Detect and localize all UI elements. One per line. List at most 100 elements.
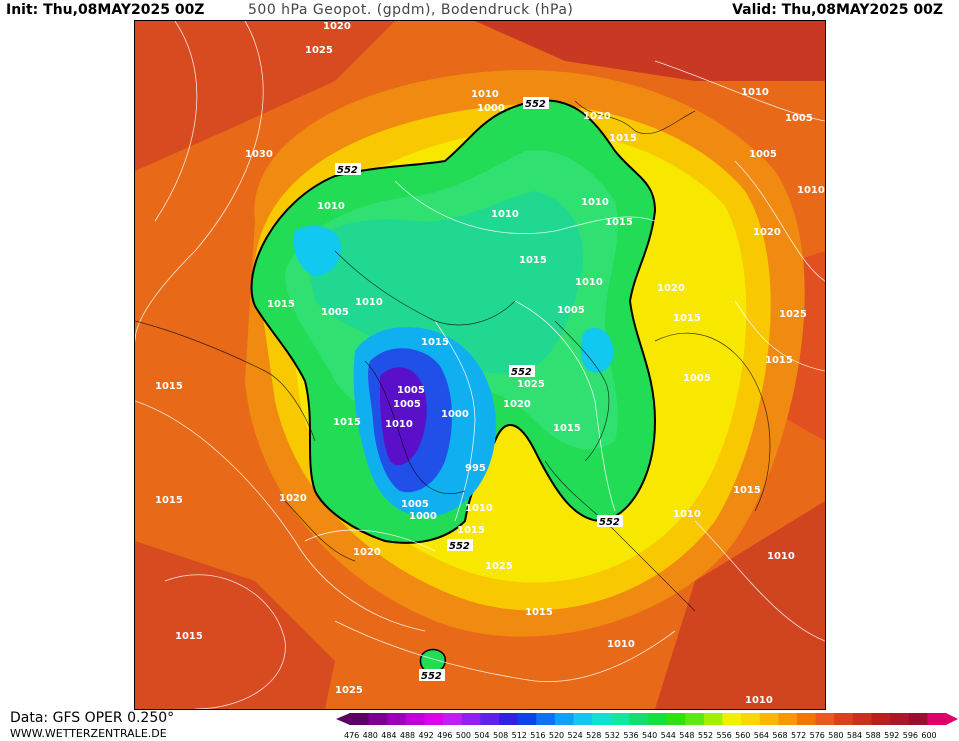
init-time: Init: Thu,08MAY2025 00Z: [6, 2, 205, 18]
isobar-label: 1020: [753, 227, 781, 238]
legend-tick-label: 504: [474, 731, 489, 740]
isobar-label: 1010: [465, 503, 493, 514]
isobar-label: 1015: [155, 381, 183, 392]
isobar-label: 1015: [733, 485, 761, 496]
legend-swatch: [480, 713, 500, 725]
isobar-label: 1010: [355, 297, 383, 308]
isobar-label: 1015: [605, 217, 633, 228]
warm-region-southwest: [135, 541, 335, 709]
isobar-label: 1005: [401, 499, 429, 510]
isobar-label: 1015: [553, 423, 581, 434]
isobar-label: 1005: [785, 113, 813, 124]
legend-tick-label: 512: [512, 731, 527, 740]
legend-swatch: [648, 713, 668, 725]
isobar-label: 1010: [491, 209, 519, 220]
legend-tick-label: 492: [419, 731, 434, 740]
legend-swatch: [722, 713, 742, 725]
isobar-label: 1020: [323, 21, 351, 32]
isobar-label: 1025: [305, 45, 333, 56]
legend-swatch: [536, 713, 556, 725]
contour-label: 552: [525, 99, 546, 110]
legend-tick-label: 576: [810, 731, 825, 740]
contour-label: 552: [511, 367, 532, 378]
isobar-label: 1005: [749, 149, 777, 160]
isobar-label: 1015: [609, 133, 637, 144]
legend-swatch: [871, 713, 891, 725]
isobar-label: 1015: [175, 631, 203, 642]
contour-552-labels: 552 552 552 552 552 552: [335, 97, 623, 682]
legend-swatch: [908, 713, 928, 725]
isobar-label: 1015: [421, 337, 449, 348]
isobar-label: 1015: [155, 495, 183, 506]
isobar-label: 1010: [607, 639, 635, 650]
isobar-label: 1025: [517, 379, 545, 390]
contour-label: 552: [449, 541, 470, 552]
legend-tick-label: 560: [735, 731, 750, 740]
legend-tick-label: 480: [363, 731, 378, 740]
legend-tick-label: 508: [493, 731, 508, 740]
legend-tick-label: 484: [381, 731, 396, 740]
isobar-label: 1010: [385, 419, 413, 430]
legend-swatch: [797, 713, 817, 725]
isobar-label: 1015: [673, 313, 701, 324]
isobar-label: 1020: [503, 399, 531, 410]
legend-tick-label: 476: [344, 731, 359, 740]
isobar-label: 1020: [279, 493, 307, 504]
legend-tick-label: 588: [866, 731, 881, 740]
isobar-label: 1015: [765, 355, 793, 366]
isobar-label: 1010: [317, 201, 345, 212]
map-canvas: 1020 1025 1010 1000 1020 1015 1010 1005 …: [135, 21, 825, 709]
warm-region-northwest: [135, 21, 395, 171]
contour-552-island: [419, 648, 447, 674]
legend-swatch: [629, 713, 649, 725]
isobar-label: 1015: [457, 525, 485, 536]
legend-tick-label: 536: [623, 731, 638, 740]
isobar-label: 1010: [797, 185, 825, 196]
data-source: Data: GFS OPER 0.250°: [10, 710, 175, 726]
legend-arrow-right: [946, 713, 958, 725]
legend-swatch: [461, 713, 481, 725]
contour-label: 552: [599, 517, 620, 528]
legend-swatch: [499, 713, 519, 725]
isobar-label: 1010: [471, 89, 499, 100]
legend-tick-label: 584: [847, 731, 862, 740]
legend-tick-label: 540: [642, 731, 657, 740]
color-legend: 476 480 484 488 492 496 500 504 508 512 516 520 524 5…: [336, 713, 958, 740]
isobar-label: 995: [465, 463, 486, 474]
legend-tick-label: 552: [698, 731, 713, 740]
legend-swatch: [368, 713, 388, 725]
legend-swatch: [517, 713, 537, 725]
legend-tick-label: 548: [679, 731, 694, 740]
legend-tick-label: 488: [400, 731, 415, 740]
legend-tick-label: 500: [456, 731, 471, 740]
legend-swatch: [685, 713, 705, 725]
isobar-label: 1010: [673, 509, 701, 520]
isobar-label: 1005: [393, 399, 421, 410]
isobar-label: 1025: [485, 561, 513, 572]
isobar-label: 1010: [581, 197, 609, 208]
valid-time: Valid: Thu,08MAY2025 00Z: [732, 2, 943, 18]
isobar-label: 1015: [267, 299, 295, 310]
isobar-labels: 1020 1025 1010 1000 1020 1015 1010 1005 …: [155, 21, 825, 706]
legend-swatch: [666, 713, 686, 725]
isobar-label: 1015: [333, 417, 361, 428]
legend-swatch: [852, 713, 872, 725]
legend-tick-label: 524: [568, 731, 583, 740]
contour-label: 552: [337, 165, 358, 176]
isobar-label: 1025: [335, 685, 363, 696]
warm-region-southeast: [655, 501, 825, 709]
contour-label: 552: [421, 671, 442, 682]
legend-swatch: [778, 713, 798, 725]
legend-tick-label: 496: [437, 731, 452, 740]
isobar-label: 1010: [575, 277, 603, 288]
legend-tick-label: 528: [586, 731, 601, 740]
legend-swatch: [443, 713, 463, 725]
legend-tick-label: 568: [772, 731, 787, 740]
isobar-label: 1015: [525, 607, 553, 618]
isobar-label: 1015: [519, 255, 547, 266]
legend-tick-label: 564: [754, 731, 769, 740]
legend-swatch: [815, 713, 835, 725]
legend-swatch: [890, 713, 910, 725]
legend-tick-label: 516: [530, 731, 545, 740]
website-credit: WWW.WETTERZENTRALE.DE: [10, 727, 167, 740]
